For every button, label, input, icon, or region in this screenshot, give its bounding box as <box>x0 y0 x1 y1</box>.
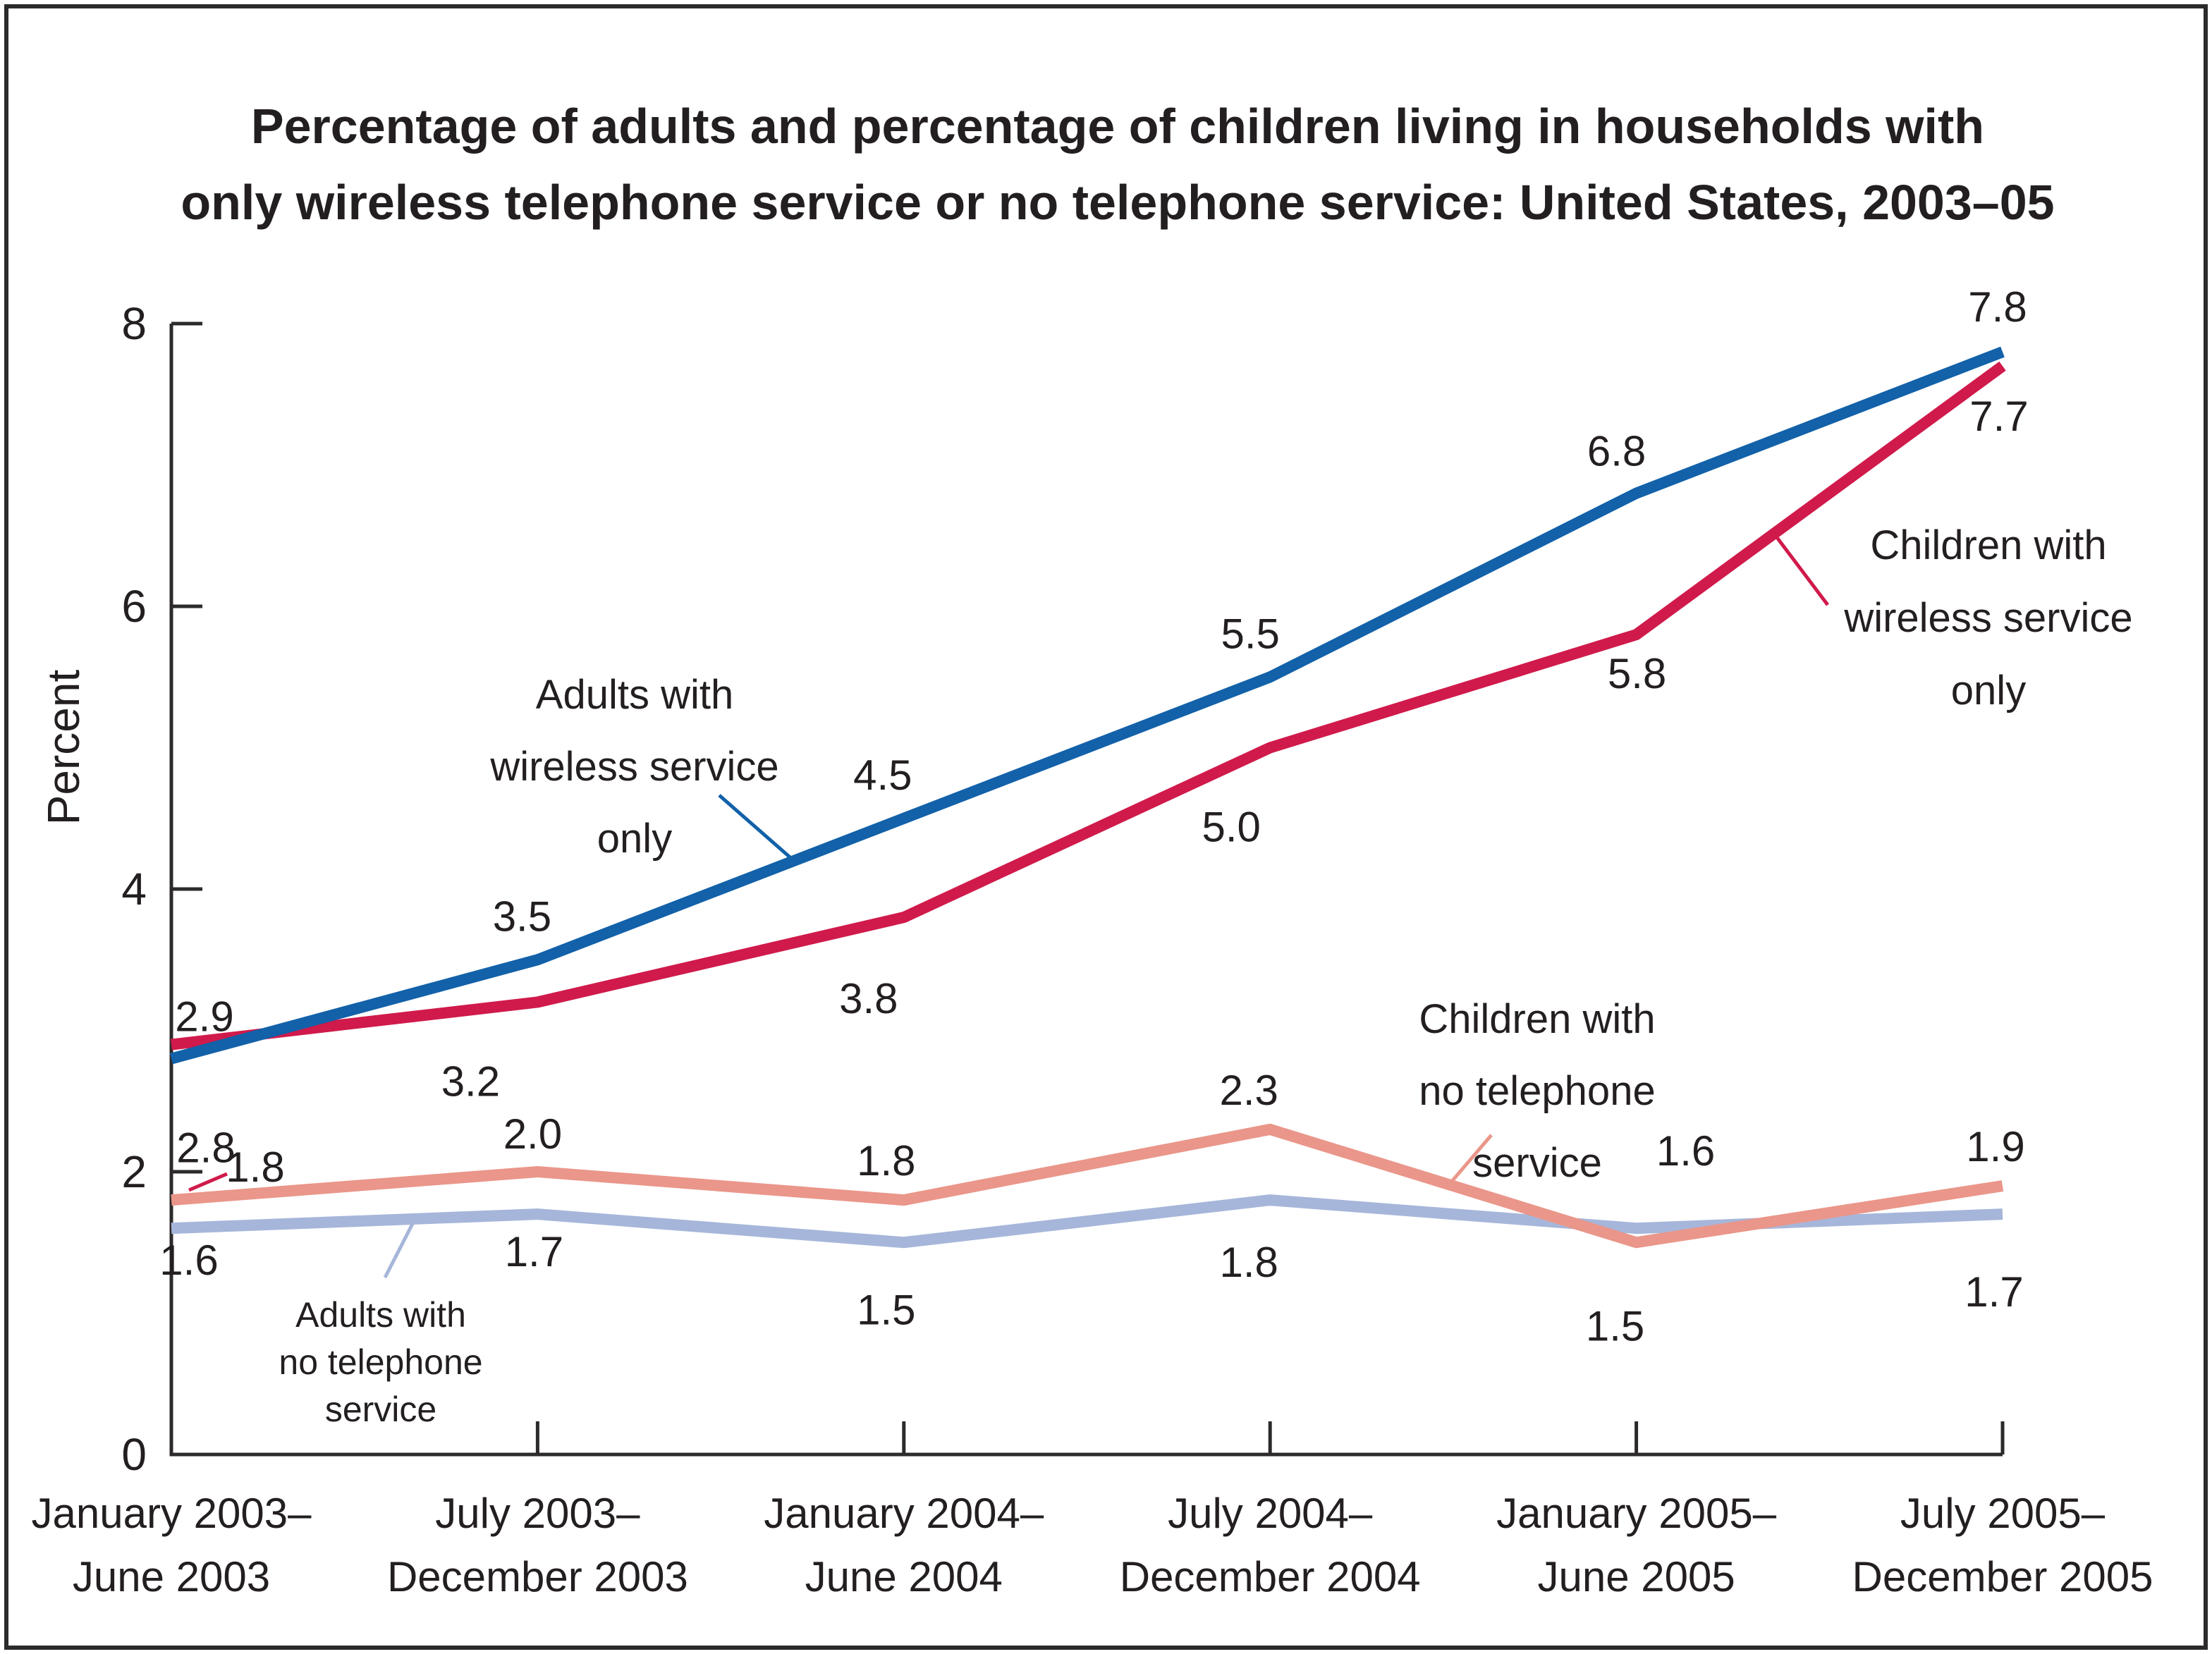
value-label-adults-no-phone-3: 1.8 <box>1219 1239 1278 1286</box>
figure-border <box>4 4 2208 1650</box>
annotation-children-no-phone-line2: no telephone <box>1419 1068 1655 1114</box>
series-line-children-no-phone <box>171 1123 2004 1249</box>
series-line-adults-wireless <box>169 346 2005 1065</box>
value-label-adults-wireless-2: 4.5 <box>853 752 912 799</box>
leader-line-first-point-children-no-phone <box>188 1172 228 1192</box>
y-tick-label: 6 <box>121 581 147 632</box>
value-label-children-no-phone-3: 2.3 <box>1219 1067 1278 1114</box>
x-category-label: July 2004– December 2004 <box>1120 1490 1421 1600</box>
x-axis-category-labels: January 2003– June 2003 July 2003– December… <box>32 1490 2153 1600</box>
value-label-adults-no-phone-0: 1.6 <box>159 1237 218 1284</box>
y-axis-title: Percent <box>38 670 89 826</box>
x-category-label: January 2003– June 2003 <box>32 1490 312 1600</box>
annotation-children-wireless-line3: only <box>1951 668 2026 713</box>
x-category-line2: June 2004 <box>805 1553 1003 1600</box>
series-line-adults-no-phone <box>171 1194 2003 1249</box>
value-label-adults-wireless-0: 2.8 <box>176 1125 235 1172</box>
value-label-adults-no-phone-2: 1.5 <box>857 1286 915 1333</box>
y-axis-tick-labels: 0 2 4 6 8 <box>121 298 147 1480</box>
value-label-adults-wireless-4: 6.8 <box>1587 428 1646 475</box>
chart-title-line2: only wireless telephone service or no te… <box>181 175 2054 230</box>
annotation-adults-no-phone-line1: Adults with <box>295 1295 466 1335</box>
annotation-adults-no-phone: Adults with no telephone service <box>279 1295 482 1429</box>
annotation-children-no-phone-line3: service <box>1472 1140 1602 1186</box>
value-label-children-wireless-3: 5.0 <box>1202 804 1260 851</box>
x-category-label: July 2003– December 2003 <box>387 1490 688 1600</box>
x-category-line2: December 2003 <box>387 1553 688 1600</box>
series-lines <box>169 346 2006 1249</box>
x-category-label: January 2004– June 2004 <box>764 1490 1044 1600</box>
x-category-line1: July 2005– <box>1900 1490 2106 1537</box>
leader-line-children-wireless <box>1773 532 1829 606</box>
series-line-children-wireless <box>171 361 2006 1050</box>
y-tick-label: 4 <box>121 864 147 914</box>
data-point-value-labels: 2.8 3.5 4.5 5.5 6.8 7.8 2.9 3.2 3.8 5.0 5.8 7.7 1.8 2… <box>159 283 2028 1349</box>
value-label-children-no-phone-1: 2.0 <box>503 1110 562 1158</box>
leader-line-adults-no-phone <box>383 1218 417 1279</box>
value-label-children-no-phone-4: 1.5 <box>1586 1302 1644 1349</box>
x-category-line1: January 2004– <box>764 1490 1044 1537</box>
annotation-adults-wireless-line2: wireless service <box>489 744 778 790</box>
annotation-adults-no-phone-line3: service <box>325 1390 436 1429</box>
value-label-children-wireless-0: 2.9 <box>175 993 233 1041</box>
value-label-children-wireless-5: 7.7 <box>1969 393 2028 440</box>
value-label-children-wireless-1: 3.2 <box>441 1058 500 1105</box>
value-label-adults-wireless-1: 3.5 <box>493 893 551 940</box>
x-category-label: January 2005– June 2005 <box>1496 1490 1777 1600</box>
x-category-line1: July 2003– <box>435 1490 640 1537</box>
annotation-children-wireless: Children with wireless service only <box>1843 522 2132 713</box>
annotation-children-wireless-line1: Children with <box>1870 522 2106 568</box>
value-label-adults-no-phone-1: 1.7 <box>505 1228 563 1275</box>
value-label-children-wireless-4: 5.8 <box>1608 650 1666 697</box>
value-label-adults-no-phone-5: 1.7 <box>1964 1268 2023 1316</box>
annotation-children-wireless-line2: wireless service <box>1843 595 2132 641</box>
y-tick-label: 2 <box>121 1146 147 1197</box>
axis-ticks <box>171 321 2005 1454</box>
annotation-children-no-phone-line1: Children with <box>1419 996 1655 1042</box>
x-category-line2: December 2004 <box>1120 1553 1421 1600</box>
x-category-line1: July 2004– <box>1168 1490 1373 1537</box>
annotation-leader-lines <box>188 532 1829 1279</box>
annotation-adults-wireless-line1: Adults with <box>536 672 733 718</box>
x-category-line1: January 2003– <box>32 1490 312 1537</box>
x-category-line1: January 2005– <box>1496 1490 1777 1537</box>
value-label-adults-wireless-3: 5.5 <box>1221 610 1279 657</box>
chart-title-line1: Percentage of adults and percentage of c… <box>251 99 1984 154</box>
x-category-line2: December 2005 <box>1852 1553 2153 1600</box>
annotation-adults-wireless: Adults with wireless service only <box>489 672 778 862</box>
value-label-children-wireless-2: 3.8 <box>839 975 898 1022</box>
value-label-children-no-phone-0: 1.8 <box>226 1144 284 1191</box>
annotation-adults-wireless-line3: only <box>597 816 672 862</box>
leader-line-children-no-phone <box>1448 1134 1493 1185</box>
leader-line-adults-wireless <box>718 794 795 862</box>
value-label-children-no-phone-5: 1.9 <box>1966 1123 2024 1170</box>
annotation-adults-no-phone-line2: no telephone <box>279 1342 482 1382</box>
value-label-adults-no-phone-4: 1.6 <box>1656 1127 1715 1175</box>
x-category-line2: June 2003 <box>73 1553 270 1600</box>
value-label-adults-wireless-5: 7.8 <box>1968 283 2027 331</box>
x-category-line2: June 2005 <box>1537 1553 1735 1600</box>
y-tick-label: 8 <box>121 298 147 349</box>
x-category-label: July 2005– December 2005 <box>1852 1490 2153 1600</box>
y-tick-label: 0 <box>121 1429 147 1480</box>
annotation-children-no-phone: Children with no telephone service <box>1419 996 1655 1186</box>
value-label-children-no-phone-2: 1.8 <box>857 1137 915 1184</box>
axes <box>169 324 2003 1457</box>
